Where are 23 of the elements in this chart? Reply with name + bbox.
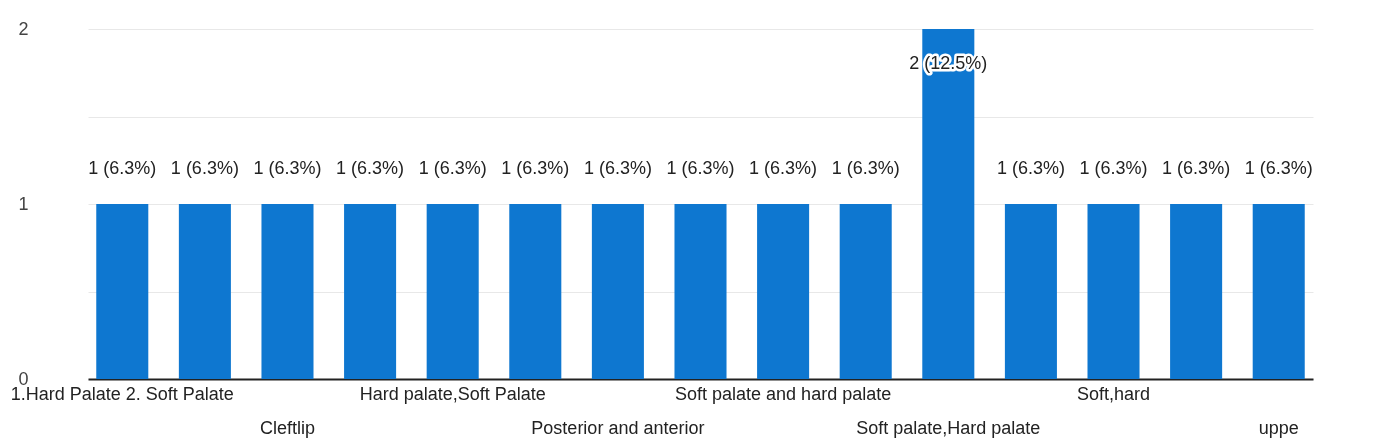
data-label: 1 (6.3%) xyxy=(583,158,652,178)
data-label: 1 (6.3%) xyxy=(253,158,322,178)
x-tick-label: Soft palate and hard palate xyxy=(675,383,892,404)
y-tick-label: 2 xyxy=(18,18,29,39)
data-label: 1 (6.3%) xyxy=(1162,158,1231,178)
data-label: 1 (6.3%) xyxy=(170,158,239,178)
data-label: 1 (6.3%) xyxy=(831,158,900,178)
y-tick-label: 1 xyxy=(18,193,29,214)
x-tick-label: Cleftlip xyxy=(259,417,315,438)
data-label: 1 (6.3%) xyxy=(1079,158,1148,178)
data-label: 1 (6.3%) xyxy=(996,158,1065,178)
x-tick-label: Hard palate,Soft Palate xyxy=(359,383,546,404)
data-label: 1 (6.3%) xyxy=(749,158,818,178)
data-label: 1 (6.3%) xyxy=(336,158,405,178)
data-label: 1 (6.3%) xyxy=(418,158,487,178)
x-tick-label: Posterior and anterior xyxy=(531,417,705,438)
x-tick-label: uppe xyxy=(1258,417,1299,438)
x-tick-label: Soft palate,Hard palate xyxy=(856,417,1041,438)
data-label: 1 (6.3%) xyxy=(666,158,735,178)
data-label: 1 (6.3%) xyxy=(88,158,157,178)
x-tick-label: Soft,hard xyxy=(1076,383,1151,404)
data-label: 1 (6.3%) xyxy=(1244,158,1313,178)
data-label: 1 (6.3%) xyxy=(501,158,570,178)
